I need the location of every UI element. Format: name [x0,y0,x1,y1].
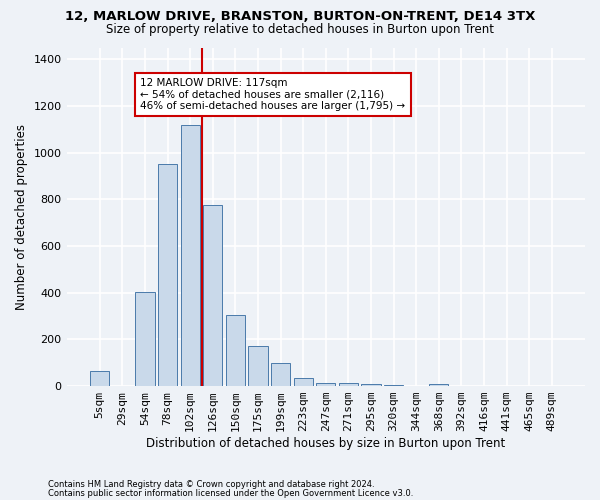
Bar [384,385,403,386]
Bar [226,315,245,386]
Bar [316,382,335,386]
X-axis label: Distribution of detached houses by size in Burton upon Trent: Distribution of detached houses by size … [146,437,505,450]
Bar [203,205,223,386]
Bar [136,292,155,386]
Bar [271,362,290,386]
Bar [339,382,358,386]
Bar [248,346,268,386]
Text: 12 MARLOW DRIVE: 117sqm
← 54% of detached houses are smaller (2,116)
46% of semi: 12 MARLOW DRIVE: 117sqm ← 54% of detache… [140,78,406,111]
Text: Contains public sector information licensed under the Open Government Licence v3: Contains public sector information licen… [48,489,413,498]
Bar [181,124,200,386]
Y-axis label: Number of detached properties: Number of detached properties [15,124,28,310]
Bar [361,384,380,386]
Bar [158,164,177,386]
Text: Contains HM Land Registry data © Crown copyright and database right 2024.: Contains HM Land Registry data © Crown c… [48,480,374,489]
Bar [293,378,313,386]
Bar [90,371,109,386]
Text: Size of property relative to detached houses in Burton upon Trent: Size of property relative to detached ho… [106,22,494,36]
Bar [429,384,448,386]
Text: 12, MARLOW DRIVE, BRANSTON, BURTON-ON-TRENT, DE14 3TX: 12, MARLOW DRIVE, BRANSTON, BURTON-ON-TR… [65,10,535,23]
